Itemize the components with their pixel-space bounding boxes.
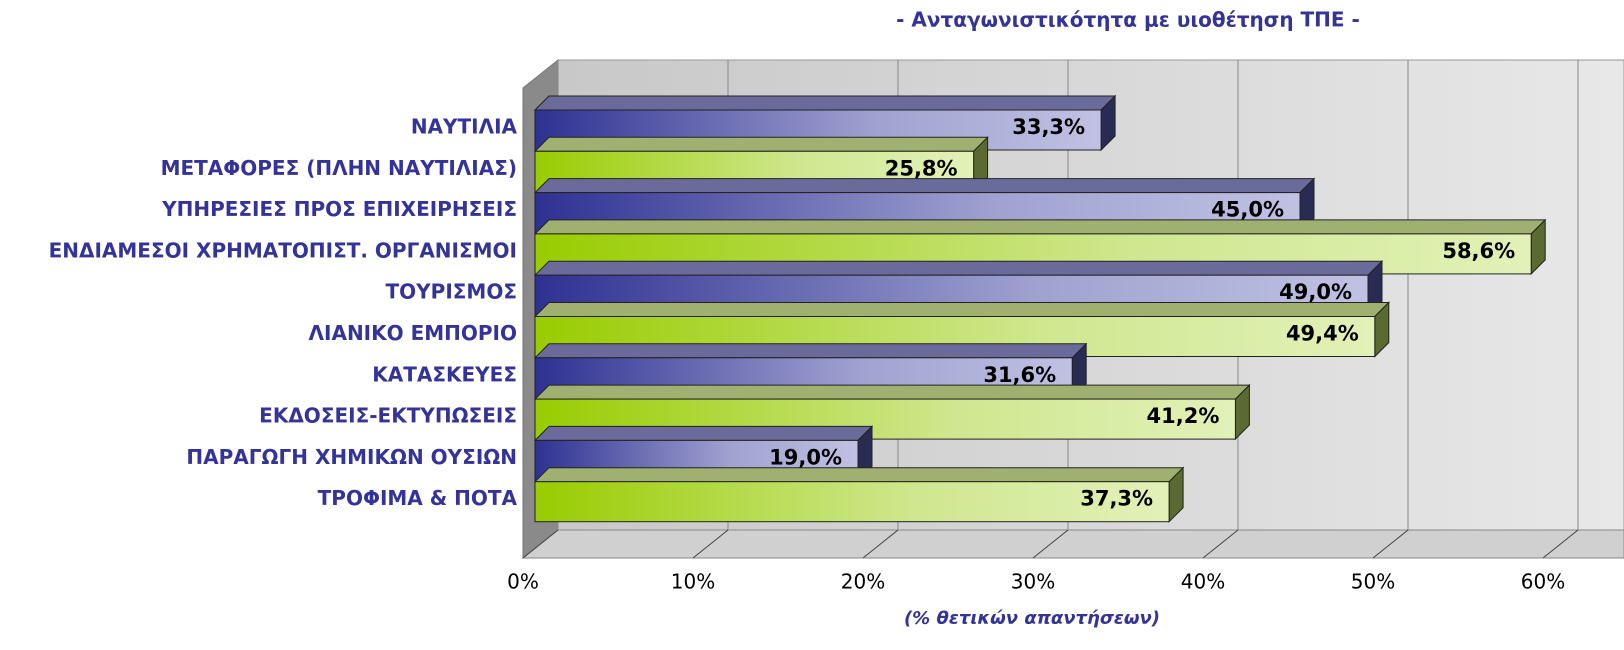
value-label: 49,4% <box>1286 322 1359 346</box>
category-label: ΕΚΔΟΣΕΙΣ-ΕΚΤΥΠΩΣΕΙΣ <box>259 404 517 428</box>
category-label: ΚΑΤΑΣΚΕΥΕΣ <box>372 362 517 386</box>
bar <box>534 481 1170 523</box>
bar-top <box>533 260 1384 276</box>
bar-top <box>533 178 1316 194</box>
value-label: 31,6% <box>983 363 1056 387</box>
bar-top <box>533 343 1088 359</box>
x-tick-label: 30% <box>1011 570 1055 594</box>
category-label: ΤΡΟΦΙΜΑ & ΠΟΤΑ <box>318 486 518 510</box>
bar-top <box>533 95 1117 111</box>
bar-top <box>533 219 1547 235</box>
value-label: 49,0% <box>1279 280 1352 304</box>
x-tick-label: 20% <box>841 570 885 594</box>
chart-title: - Ανταγωνιστικότητα με υιοθέτηση ΤΠΕ - <box>896 8 1360 32</box>
category-label: ΝΑΥΤΙΛΙΑ <box>411 115 518 139</box>
grid-line <box>1372 529 1409 559</box>
grid-line <box>692 529 729 559</box>
x-tick-label: 10% <box>671 570 715 594</box>
bar-top <box>533 384 1251 400</box>
grid-line <box>522 529 559 559</box>
grid-line <box>862 529 899 559</box>
grid-line <box>1202 529 1239 559</box>
grid-line <box>1032 529 1069 559</box>
value-label: 25,8% <box>885 156 958 180</box>
value-label: 41,2% <box>1147 404 1220 428</box>
grid-line <box>1542 529 1579 559</box>
category-label: ΠΑΡΑΓΩΓΗ ΧΗΜΙΚΩΝ ΟΥΣΙΩΝ <box>186 445 517 469</box>
value-label: 58,6% <box>1442 239 1515 263</box>
floor <box>521 529 1624 559</box>
category-label: ΛΙΑΝΙΚΟ ΕΜΠΟΡΙΟ <box>309 321 517 345</box>
x-tick-label: 40% <box>1181 570 1225 594</box>
value-label: 19,0% <box>769 445 842 469</box>
value-label: 37,3% <box>1080 487 1153 511</box>
x-tick-label: 60% <box>1521 570 1565 594</box>
category-label: ΜΕΤΑΦΟΡΕΣ (ΠΛΗΝ ΝΑΥΤΙΛΙΑΣ) <box>161 156 517 180</box>
x-tick-label: 50% <box>1351 570 1395 594</box>
category-label: ΤΟΥΡΙΣΜΟΣ <box>386 280 517 304</box>
value-label: 33,3% <box>1012 115 1085 139</box>
category-label: ΥΠΗΡΕΣΙΕΣ ΠΡΟΣ ΕΠΙΧΕΙΡΗΣΕΙΣ <box>161 197 517 221</box>
bar-top <box>533 467 1185 483</box>
value-label: 45,0% <box>1211 198 1284 222</box>
bar-top <box>533 136 989 152</box>
bar-top <box>533 302 1391 317</box>
x-tick-label: 0% <box>507 570 539 594</box>
x-axis-label: (% θετικών απαντήσεων) <box>904 608 1160 629</box>
bar-top <box>533 425 874 441</box>
category-label: ΕΝΔΙΑΜΕΣΟΙ ΧΡΗΜΑΤΟΠΙΣΤ. ΟΡΓΑΝΙΣΜΟΙ <box>49 238 517 262</box>
